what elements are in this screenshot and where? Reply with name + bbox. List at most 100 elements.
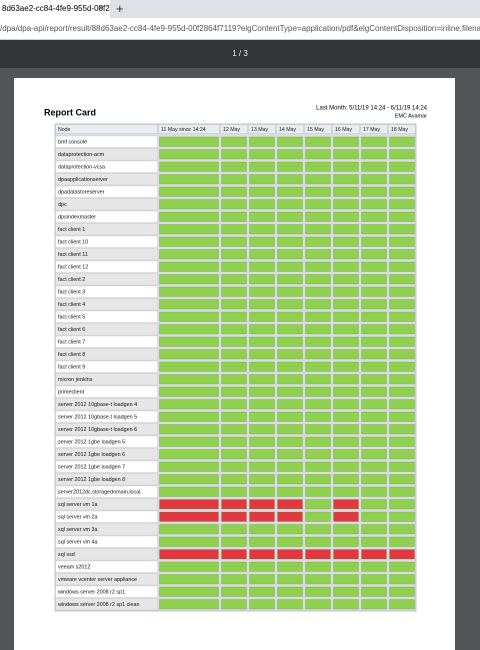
status-cell: [389, 486, 415, 497]
status-cell: [305, 236, 331, 247]
status-cell: [221, 299, 247, 310]
status-cell: [159, 286, 219, 297]
status-cell: [305, 186, 331, 197]
status-cell: [361, 374, 387, 385]
status-cell: [249, 374, 275, 385]
column-header: 12 May: [223, 127, 240, 133]
status-cell: [277, 561, 303, 572]
status-cell: [361, 224, 387, 235]
status-cell: [361, 424, 387, 435]
status-cell: [277, 286, 303, 297]
status-cell: [333, 249, 359, 260]
status-cell: [333, 436, 359, 447]
status-cell: [249, 149, 275, 160]
node-name: dpadatastoreserver: [58, 190, 105, 196]
status-cell: [361, 261, 387, 272]
tab-bar: 8d63ae2-cc84-4fe9-955d-00f2864f7119 × +: [0, 0, 480, 18]
status-cell: [333, 286, 359, 297]
column-header: 18 May: [391, 127, 408, 133]
status-cell: [305, 361, 331, 372]
status-cell: [361, 561, 387, 572]
status-cell: [159, 211, 219, 222]
node-name: bmf console: [58, 140, 87, 146]
header-cell: [158, 124, 220, 134]
node-name: fact client 6: [58, 327, 85, 333]
node-name: fact client 1: [58, 227, 85, 233]
status-cell: [389, 474, 415, 485]
status-cell: [159, 486, 219, 497]
status-cell: [333, 236, 359, 247]
status-cell: [361, 449, 387, 460]
node-cell: [55, 560, 158, 573]
address-bar[interactable]: /dpa/dpa-api/report/result/88d63ae2-cc84…: [0, 18, 480, 40]
status-cell: [277, 186, 303, 197]
status-cell: [159, 536, 219, 547]
status-cell: [249, 161, 275, 172]
tab-close[interactable]: ×: [98, 3, 104, 14]
status-cell: [389, 361, 415, 372]
status-cell: [249, 224, 275, 235]
status-cell: [389, 599, 415, 610]
node-name: fact client 8: [58, 352, 85, 358]
status-cell: [277, 274, 303, 285]
status-cell: [221, 586, 247, 597]
tab[interactable]: 8d63ae2-cc84-4fe9-955d-00f2864f7119: [0, 0, 110, 18]
status-cell: [277, 361, 303, 372]
status-cell: [221, 274, 247, 285]
status-cell: [221, 361, 247, 372]
status-cell: [361, 199, 387, 210]
status-cell: [249, 274, 275, 285]
header-cell: [276, 124, 304, 134]
status-cell: [333, 311, 359, 322]
status-cell: [221, 449, 247, 460]
status-cell: [249, 436, 275, 447]
status-cell: [277, 424, 303, 435]
status-cell: [305, 374, 331, 385]
node-cell: [55, 473, 158, 486]
status-cell: [389, 374, 415, 385]
node-name: windows server 2008 r2 sp1 clean: [57, 602, 140, 608]
status-cell: [333, 549, 359, 560]
status-cell: [389, 199, 415, 210]
column-header: 15 May: [307, 127, 324, 133]
status-cell: [305, 524, 331, 535]
status-cell: [221, 536, 247, 547]
status-cell: [389, 161, 415, 172]
status-cell: [389, 324, 415, 335]
status-cell: [249, 211, 275, 222]
status-cell: [305, 486, 331, 497]
status-cell: [333, 524, 359, 535]
node-cell: [55, 448, 158, 461]
status-cell: [389, 236, 415, 247]
status-cell: [305, 161, 331, 172]
status-cell: [361, 311, 387, 322]
node-cell: [55, 535, 158, 548]
status-cell: [361, 336, 387, 347]
status-cell: [221, 411, 247, 422]
status-cell: [159, 461, 219, 472]
status-cell: [333, 336, 359, 347]
status-cell: [277, 386, 303, 397]
status-cell: [333, 261, 359, 272]
status-cell: [305, 411, 331, 422]
status-cell: [305, 424, 331, 435]
status-cell: [333, 324, 359, 335]
status-cell: [333, 499, 359, 510]
status-cell: [333, 149, 359, 160]
node-name: windows server 2008 r2 sp1: [57, 590, 125, 596]
status-cell: [221, 461, 247, 472]
status-cell: [333, 136, 359, 147]
status-cell: [333, 424, 359, 435]
status-cell: [277, 411, 303, 422]
status-cell: [221, 136, 247, 147]
status-cell: [361, 349, 387, 360]
status-cell: [361, 524, 387, 535]
node-name: dpc: [58, 202, 67, 208]
node-name: sql server vm 4a: [58, 540, 98, 546]
status-cell: [277, 586, 303, 597]
status-cell: [249, 324, 275, 335]
node-cell: [55, 310, 158, 323]
new-tab[interactable]: +: [116, 1, 124, 16]
node-name: fact client 9: [58, 365, 85, 371]
status-cell: [333, 449, 359, 460]
